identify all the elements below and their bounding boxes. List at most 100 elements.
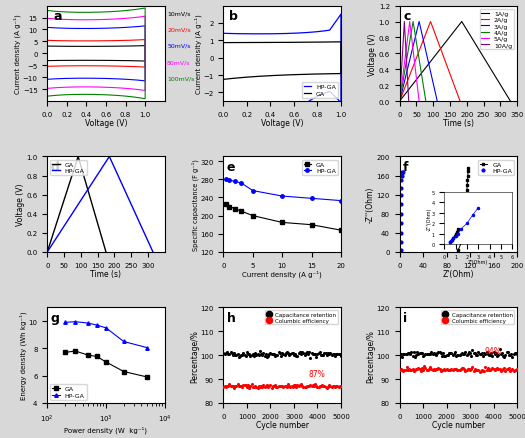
Point [446,350,454,357]
Point [495,366,503,373]
Point [246,382,255,389]
GA [85,353,91,358]
Point [442,367,450,374]
Point [330,351,338,358]
Line: GA: GA [224,43,341,80]
GA [220,78,227,83]
Point [289,384,297,391]
Point [279,383,288,390]
Point [257,351,265,358]
Point [464,351,472,358]
GA [464,183,470,188]
Point [224,382,233,389]
Y-axis label: Energy density (Wh kg⁻¹): Energy density (Wh kg⁻¹) [19,311,27,399]
Point [247,381,256,388]
Point [232,383,240,390]
Point [290,382,298,389]
Point [235,353,243,360]
Point [466,350,474,357]
GA [226,205,233,210]
Point [272,352,280,359]
Point [417,368,425,375]
Point [310,383,318,390]
Point [291,351,299,358]
Point [410,348,418,355]
Point [332,383,340,390]
GA [285,73,291,78]
Point [242,353,250,360]
Point [470,366,479,373]
Point [219,350,228,357]
Point [404,367,412,374]
HP-GA [249,32,255,37]
Point [468,364,477,371]
Point [444,352,452,359]
Point [275,349,283,356]
Point [237,351,245,358]
Point [484,364,492,371]
Point [507,350,516,357]
HP-GA [398,221,404,226]
Point [240,382,249,389]
Y-axis label: Voltage (V): Voltage (V) [369,33,377,75]
Point [307,383,316,390]
X-axis label: Z'(Ohm): Z'(Ohm) [443,269,474,279]
Point [401,351,410,358]
Point [252,351,260,358]
Point [279,351,288,358]
Text: h: h [227,311,236,325]
Point [277,382,285,389]
Point [239,350,248,357]
GA [75,155,81,160]
Point [316,349,324,356]
Point [293,382,302,389]
Point [509,367,518,374]
X-axis label: Time (s): Time (s) [90,269,121,279]
HP-GA [279,194,286,199]
Point [227,382,236,389]
GA [94,354,100,359]
HP-GA [106,155,112,160]
GA [144,374,150,380]
Point [327,384,335,391]
Point [426,351,434,358]
Point [399,350,407,357]
Point [425,366,433,373]
GA [297,41,303,46]
HP-GA [398,185,404,191]
Point [450,366,459,373]
GA [461,221,467,226]
Point [278,382,287,389]
Point [305,348,313,355]
Y-axis label: Percentage/%: Percentage/% [366,329,375,381]
Point [277,353,285,360]
HP-GA [103,325,109,331]
Point [325,382,333,389]
Point [274,384,282,391]
5A/g [396,99,403,105]
GA [338,228,344,233]
Point [457,350,465,357]
Point [238,384,246,391]
Text: 50mV/s: 50mV/s [167,44,191,49]
Point [420,352,428,359]
GA [463,202,469,208]
Point [469,349,478,356]
Point [430,351,439,358]
Point [299,384,308,391]
Point [237,383,245,390]
Point [490,366,499,373]
Point [326,349,334,356]
Point [226,383,235,390]
Point [260,352,269,359]
Point [259,381,268,389]
HP-GA [121,339,127,344]
Point [473,367,481,374]
HP-GA [398,193,404,198]
Point [423,367,431,374]
Point [293,352,302,359]
Point [276,350,284,357]
HP-GA [94,323,100,328]
Point [311,350,319,357]
HP-GA [150,250,156,255]
